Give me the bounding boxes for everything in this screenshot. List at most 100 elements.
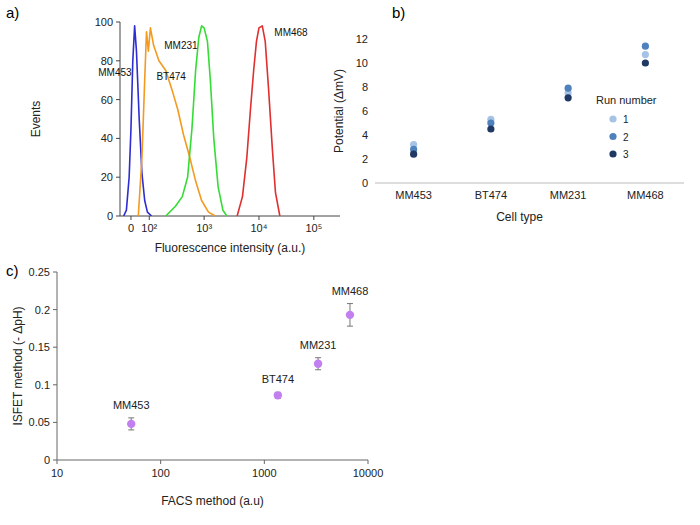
x-tick <box>368 460 369 464</box>
histogram-line <box>124 26 152 216</box>
x-tick-label: MM231 <box>550 189 587 201</box>
x-axis <box>57 460 368 461</box>
series-label: BT474 <box>156 71 186 82</box>
x-axis-title: Fluorescence intensity (a.u.) <box>155 241 306 255</box>
point-label: MM453 <box>113 399 150 411</box>
y-tick-label: 20 <box>101 171 113 183</box>
y-tick <box>53 309 57 310</box>
x-tick-label: 10 <box>51 467 63 479</box>
panel-label: c) <box>6 262 19 279</box>
series-label: MM453 <box>98 67 132 78</box>
x-tick-label: BT474 <box>475 189 507 201</box>
y-axis <box>120 22 121 216</box>
panel-label: a) <box>6 4 19 21</box>
y-tick-label: 0.15 <box>29 341 50 353</box>
y-tick-label: 0.1 <box>35 379 50 391</box>
y-tick <box>116 138 120 139</box>
y-tick-label: 80 <box>101 55 113 67</box>
error-cap <box>347 303 353 304</box>
y-tick <box>53 272 57 273</box>
histogram-line <box>138 28 215 216</box>
y-tick-label: 10 <box>356 57 368 69</box>
x-tick-label: 10⁵ <box>305 222 322 234</box>
x-tick-label: 1000 <box>252 467 276 479</box>
y-tick-label: 0.05 <box>29 416 50 428</box>
x-tick-label: 10² <box>141 222 157 234</box>
y-tick <box>53 460 57 461</box>
error-cap <box>128 417 134 418</box>
y-tick <box>116 22 120 23</box>
y-tick-label: 0 <box>107 210 113 222</box>
x-tick-label: MM453 <box>395 189 432 201</box>
legend: Run number 1 2 3 <box>596 94 657 160</box>
point <box>127 420 135 428</box>
figure: a)020406080100010²10³10⁴10⁵Fluorescence … <box>0 0 700 525</box>
y-axis-title: ISFET method (- ΔpH) <box>11 306 25 425</box>
y-tick-label: 4 <box>362 129 368 141</box>
point-label: BT474 <box>262 373 294 385</box>
y-tick-label: 40 <box>101 132 113 144</box>
point <box>642 43 649 50</box>
x-tick-label: 10³ <box>196 222 212 234</box>
x-tick <box>204 216 205 220</box>
error-cap <box>315 357 321 358</box>
point <box>642 59 649 66</box>
plot-area <box>127 304 354 430</box>
y-tick-label: 60 <box>101 94 113 106</box>
y-axis <box>57 272 58 460</box>
y-tick <box>116 99 120 100</box>
y-tick-label: 0.2 <box>35 304 50 316</box>
x-tick <box>149 216 150 220</box>
y-axis-title: Events <box>29 101 43 138</box>
x-tick <box>258 216 259 220</box>
x-tick <box>264 460 265 464</box>
point <box>274 391 282 399</box>
legend-title: Run number <box>596 94 657 106</box>
y-tick-label: 100 <box>95 16 113 28</box>
point <box>314 360 322 368</box>
error-cap <box>315 369 321 370</box>
y-tick-label: 0 <box>44 454 50 466</box>
y-tick-label: 8 <box>362 81 368 93</box>
y-tick <box>116 216 120 217</box>
legend-label: 2 <box>623 132 629 143</box>
y-tick <box>53 422 57 423</box>
histogram-line <box>237 26 280 216</box>
series-label: MM231 <box>164 40 198 51</box>
error-cap <box>128 429 134 430</box>
x-axis-title: FACS method (a.u) <box>161 494 264 508</box>
legend-swatch <box>609 150 616 157</box>
point <box>487 125 494 132</box>
x-tick-label: 10⁴ <box>250 222 267 234</box>
x-tick-label: 10000 <box>353 467 384 479</box>
error-cap <box>347 326 353 327</box>
point <box>565 94 572 101</box>
plot-area <box>124 26 280 216</box>
legend-label: 3 <box>623 149 629 160</box>
y-tick-label: 6 <box>362 105 368 117</box>
y-tick-label: 12 <box>356 33 368 45</box>
legend-swatch <box>609 133 616 140</box>
series-label: MM468 <box>274 27 308 38</box>
y-tick-label: 0 <box>362 177 368 189</box>
x-tick-label: MM468 <box>627 189 664 201</box>
x-axis <box>120 216 340 217</box>
y-axis-title: Potential (ΔmV) <box>332 69 346 153</box>
x-axis-title: Cell type <box>496 210 543 224</box>
y-tick <box>53 347 57 348</box>
point <box>642 51 649 58</box>
point-label: MM468 <box>332 285 369 297</box>
y-tick-label: 0.25 <box>29 266 50 278</box>
x-tick <box>160 460 161 464</box>
legend-label: 1 <box>623 114 629 125</box>
y-tick <box>53 384 57 385</box>
point <box>410 151 417 158</box>
x-tick <box>57 460 58 464</box>
y-tick-label: 2 <box>362 153 368 165</box>
point <box>346 311 354 319</box>
x-tick-label: 0 <box>128 222 134 234</box>
x-axis <box>375 183 684 184</box>
x-tick <box>313 216 314 220</box>
y-tick <box>116 177 120 178</box>
histogram-line <box>166 26 227 216</box>
